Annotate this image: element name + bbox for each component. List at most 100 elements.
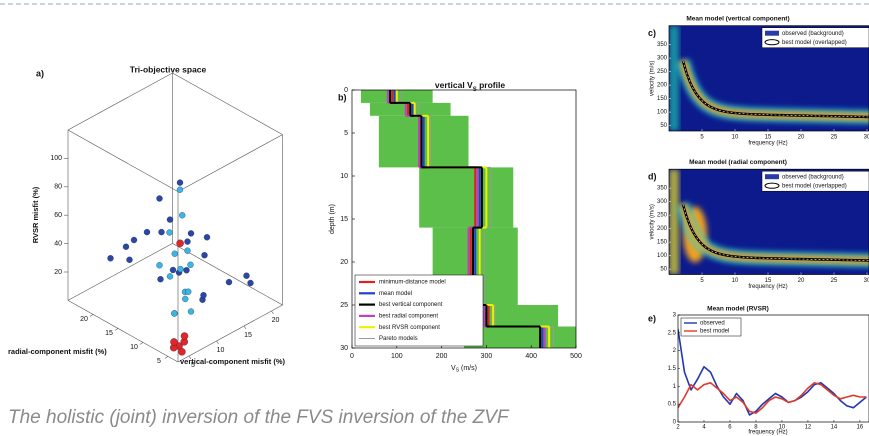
chart-title: Mean model (RVSR): [707, 306, 769, 313]
scatter-point: [200, 292, 207, 299]
title-text-end: profile: [477, 80, 506, 90]
x-axis-label: frequency (Hz): [748, 430, 787, 436]
y-tick-label: 200: [657, 83, 668, 89]
scatter-point: [156, 262, 163, 269]
panel-label: b): [338, 92, 347, 102]
scatter-point: [178, 348, 186, 356]
scatter-point: [176, 239, 184, 248]
box-edge: [177, 134, 283, 192]
x-tick-label: 10: [217, 347, 225, 354]
scatter-point: [166, 273, 174, 280]
y-tick-label: 150: [657, 240, 668, 246]
y-tick-label: 20: [340, 259, 348, 266]
y-tick-label: 200: [657, 226, 668, 232]
scatter-point: [156, 195, 163, 202]
y-tick-label: 150: [657, 96, 668, 102]
x-tick-label: 200: [436, 353, 448, 360]
y-tick-label: 0: [344, 87, 348, 94]
z-tick-label: 100: [50, 155, 62, 162]
scatter-point: [177, 265, 184, 273]
x-tick-label: 10: [732, 135, 739, 141]
plot-area: [678, 329, 867, 416]
x-tick-label: 100: [391, 353, 403, 360]
series-line: [678, 382, 867, 414]
y-tick-label: 30: [340, 345, 348, 352]
x-tick-label: 400: [525, 353, 537, 360]
scatter-point: [126, 256, 133, 263]
x-tick-label: 5: [191, 362, 195, 369]
y-tick-label: 25: [340, 302, 348, 309]
legend-label: observed: [700, 321, 725, 327]
x-tick-label: 14: [831, 425, 838, 431]
z-axis-label: RVSR misfit (%): [31, 186, 40, 243]
y-axis-label: velocity (m/s): [650, 204, 656, 239]
x-tick-label: 16: [857, 425, 864, 431]
y-tick-label: 15: [340, 216, 348, 223]
x-tick: [188, 355, 192, 360]
x-label-text: V: [451, 365, 456, 372]
x-tick-label: 20: [798, 278, 805, 284]
x-tick: [243, 325, 247, 330]
scatter-point: [143, 228, 151, 236]
y-tick-label: 100: [657, 253, 668, 259]
legend-label: best radial component: [379, 313, 438, 319]
scatter-point: [176, 179, 184, 186]
y-tick-label: 2.5: [668, 330, 677, 336]
box-edge: [67, 129, 179, 192]
x-axis-label: frequency (Hz): [748, 141, 787, 147]
y-tick-label: 15: [105, 330, 113, 337]
x-tick-label: 300: [481, 353, 493, 360]
x-tick: [271, 310, 274, 315]
legend-box: [354, 274, 484, 347]
legend-swatch-model: [764, 39, 780, 46]
title-subscript: S: [473, 87, 477, 93]
series-line: [678, 329, 867, 416]
panel-label: a): [36, 68, 44, 78]
scatter-point: [157, 276, 164, 283]
scatter-point: [183, 267, 190, 274]
x-tick-label: 4: [702, 425, 706, 431]
scatter-point: [243, 272, 250, 279]
legend-box: [761, 27, 869, 48]
chart-title: Tri-objective space: [130, 64, 207, 74]
scatter-point: [107, 255, 114, 262]
y-tick-label: 10: [130, 344, 138, 351]
scatter-point: [201, 252, 208, 259]
box-edge: [67, 243, 173, 301]
y-tick-label: 300: [657, 199, 668, 205]
y-tick-label: 0.5: [668, 402, 677, 408]
legend-label: best model (overlapped): [782, 40, 847, 46]
legend-swatch-observed: [765, 174, 779, 180]
x-tick-label: 5: [700, 278, 704, 284]
scatter-point: [203, 234, 211, 241]
scatter-point: [130, 236, 138, 244]
x-tick-label: 25: [831, 278, 838, 284]
panel-c: 5 10 15 20 25 30 50 100 150 200 250 300 350 frequency…: [648, 15, 869, 147]
scatter-point: [187, 261, 194, 268]
chart-title: Mean model (radial component): [689, 159, 787, 166]
box-edge: [67, 72, 173, 131]
scatter-point: [187, 308, 195, 315]
y-tick-label: 50: [660, 123, 667, 129]
y-tick-label: 350: [657, 186, 668, 192]
x-axis-label: vertical-component misfit (%): [180, 357, 286, 366]
legend-label: mean model: [379, 291, 412, 297]
panel-a: a) Tri-objective space 20 40 60 80 100 5 10 15 20 5…: [8, 64, 286, 369]
legend-label: Pareto models: [379, 336, 418, 342]
scatter-point: [158, 228, 165, 236]
scatter-point: [122, 243, 130, 250]
y-axis-label: velocity (m/s): [650, 61, 656, 96]
box-edge: [177, 304, 283, 363]
scatter-point: [179, 212, 186, 219]
legend-swatch-model: [764, 182, 780, 189]
scatter-point: [185, 288, 192, 295]
scatter-point: [247, 279, 254, 287]
y-tick-label: 1.5: [668, 366, 677, 372]
scatter-point: [182, 295, 189, 303]
scatter-point: [184, 247, 191, 254]
z-tick-label: 60: [54, 212, 62, 219]
y-axis-label: depth (m): [329, 204, 336, 234]
x-tick-label: 30: [864, 278, 869, 284]
x-tick-label: 15: [765, 135, 772, 141]
x-tick: [216, 340, 219, 345]
